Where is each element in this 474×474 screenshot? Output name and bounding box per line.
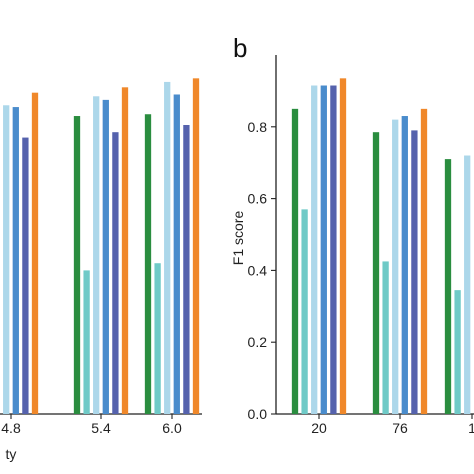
bar-b-cat1-s5 — [420, 108, 428, 414]
bar-a-cat1-s2 — [93, 96, 100, 414]
y-tick-label: 0.0 — [248, 406, 268, 422]
x-tick-label: 6.0 — [162, 420, 182, 436]
bar-a-cat0-s4 — [22, 137, 29, 414]
bar-a-cat2-s3 — [173, 94, 180, 415]
bar-b-cat0-s4 — [330, 85, 337, 414]
x-tick-label: 20 — [311, 420, 327, 436]
panel-a: 4.8 5.4 6.0 ty — [0, 78, 202, 462]
y-tick-label: 0.8 — [248, 119, 268, 135]
y-tick-label: 0.4 — [248, 262, 268, 278]
bar-a-cat1-s5 — [121, 87, 129, 414]
bar-b-cat1-s1 — [382, 261, 389, 414]
bar-b-cat0-s1 — [301, 209, 308, 414]
bar-a-cat0-s3 — [12, 107, 19, 414]
bar-a-cat2-s2 — [164, 81, 171, 415]
bar-b-cat1-s4 — [411, 130, 418, 414]
bar-a-cat2-s0 — [144, 114, 152, 415]
x-tick-label: 4.8 — [1, 420, 21, 436]
panel-b-bars — [291, 78, 471, 415]
x-tick-label: 5.4 — [91, 420, 111, 436]
bar-a-cat1-s0 — [73, 116, 81, 414]
bar-b-cat1-s2 — [392, 119, 399, 415]
x-tick-label: 1 — [468, 420, 474, 436]
panel-b: b 0.0 0.2 0.4 0.6 0.8 20 76 1 F1 score — [230, 33, 474, 436]
x-tick-label: 76 — [392, 420, 408, 436]
bar-b-cat0-s3 — [320, 85, 327, 414]
bar-b-cat2-s2 — [464, 155, 471, 414]
bar-b-cat0-s0 — [291, 108, 299, 414]
bar-b-cat0-s5 — [339, 78, 347, 414]
bar-a-cat0-s2 — [3, 105, 10, 414]
bar-a-cat2-s5 — [192, 78, 200, 414]
bar-a-cat1-s3 — [102, 99, 109, 415]
y-tick-label: 0.2 — [248, 334, 268, 350]
panel-b-x-ticks: 20 76 1 — [311, 414, 474, 436]
panel-b-y-ticks: 0.0 0.2 0.4 0.6 0.8 — [248, 119, 276, 422]
panel-b-y-axis-title: F1 score — [230, 211, 246, 266]
bar-a-cat1-s1 — [83, 270, 90, 414]
bar-a-cat0-s5 — [31, 92, 39, 414]
bar-a-cat2-s1 — [154, 263, 161, 414]
panel-a-x-axis-title: ty — [6, 446, 17, 462]
y-tick-label: 0.6 — [248, 191, 268, 207]
panel-a-bars — [3, 78, 200, 415]
bar-a-cat1-s4 — [112, 132, 119, 414]
panel-a-x-ticks: 4.8 5.4 6.0 — [1, 414, 182, 436]
bar-b-cat1-s0 — [372, 132, 380, 414]
bar-b-cat0-s2 — [311, 85, 318, 414]
bar-a-cat2-s4 — [183, 125, 190, 414]
bar-b-cat2-s1 — [454, 290, 461, 414]
bar-b-cat1-s3 — [401, 116, 408, 414]
bar-b-cat2-s0 — [444, 159, 452, 414]
panel-b-label: b — [233, 33, 247, 63]
